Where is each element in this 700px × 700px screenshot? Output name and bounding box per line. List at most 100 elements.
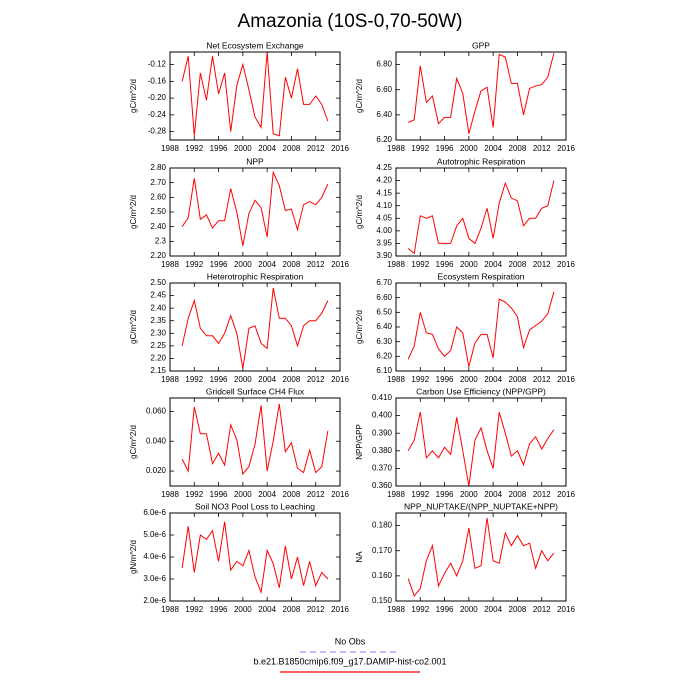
y-tick-label: 6.30 bbox=[376, 337, 392, 346]
x-tick-label: 1996 bbox=[436, 144, 454, 153]
y-tick-label: 3.90 bbox=[376, 251, 392, 260]
y-tick-label: 4.05 bbox=[376, 213, 392, 222]
y-axis-label: gC/m^2/d bbox=[355, 79, 364, 113]
x-tick-label: 2008 bbox=[509, 605, 527, 614]
x-tick-label: 2000 bbox=[234, 605, 252, 614]
x-tick-label: 2008 bbox=[283, 605, 301, 614]
panel-title: NPP bbox=[246, 156, 264, 166]
legend-label: b.e21.B1850cmip6.f09_g17.DAMIP-hist-co2.… bbox=[253, 656, 446, 666]
plot-frame bbox=[169, 282, 341, 372]
y-tick-label: 2.45 bbox=[150, 291, 166, 300]
y-tick-label: 2.30 bbox=[150, 328, 166, 337]
x-tick-label: 2016 bbox=[331, 375, 349, 384]
y-tick-label: 0.040 bbox=[146, 436, 167, 445]
y-tick-label: 2.20 bbox=[150, 354, 166, 363]
x-tick-label: 2004 bbox=[484, 490, 502, 499]
x-tick-label: 2000 bbox=[460, 375, 478, 384]
y-tick-label: 2.40 bbox=[150, 303, 166, 312]
plot-frame bbox=[395, 51, 567, 141]
x-tick-label: 1996 bbox=[210, 605, 228, 614]
y-tick-label: 0.060 bbox=[146, 407, 167, 416]
x-tick-label: 2000 bbox=[234, 490, 252, 499]
y-tick-label: 2.60 bbox=[150, 192, 166, 201]
x-tick-label: 2004 bbox=[258, 605, 276, 614]
x-tick-label: 2016 bbox=[557, 260, 575, 269]
legend-label: No Obs bbox=[335, 636, 366, 646]
plot-frame bbox=[169, 51, 341, 141]
x-tick-label: 1996 bbox=[436, 260, 454, 269]
data-line bbox=[407, 53, 555, 134]
y-tick-label: 2.35 bbox=[150, 316, 166, 325]
x-tick-label: 2000 bbox=[460, 605, 478, 614]
data-line bbox=[181, 521, 329, 595]
panel-title: Net Ecosystem Exchange bbox=[206, 40, 304, 50]
x-tick-label: 2008 bbox=[509, 260, 527, 269]
x-tick-label: 1996 bbox=[210, 375, 228, 384]
plot-frame bbox=[169, 167, 341, 257]
y-tick-label: 4.15 bbox=[376, 188, 392, 197]
x-tick-label: 2008 bbox=[509, 144, 527, 153]
y-tick-label: -0.28 bbox=[148, 127, 167, 136]
panel-title: GPP bbox=[472, 40, 490, 50]
x-tick-label: 1992 bbox=[185, 375, 203, 384]
x-tick-label: 2012 bbox=[533, 605, 551, 614]
y-tick-label: 2.50 bbox=[150, 207, 166, 216]
x-tick-label: 2016 bbox=[331, 260, 349, 269]
panel-title: Heterotrophic Respiration bbox=[207, 271, 304, 281]
panel-title: Soil NO3 Pool Loss to Leaching bbox=[195, 501, 315, 511]
x-tick-label: 1996 bbox=[436, 375, 454, 384]
x-tick-label: 2016 bbox=[331, 144, 349, 153]
x-tick-label: 2012 bbox=[533, 144, 551, 153]
y-axis-label: gC/m^2/d bbox=[355, 195, 364, 229]
y-tick-label: 0.160 bbox=[372, 571, 393, 580]
x-tick-label: 2012 bbox=[533, 375, 551, 384]
plot-frame bbox=[395, 167, 567, 257]
x-tick-label: 2012 bbox=[533, 490, 551, 499]
plot-frame bbox=[169, 512, 341, 602]
y-axis-label: NA bbox=[355, 551, 364, 563]
x-tick-label: 1996 bbox=[210, 144, 228, 153]
x-tick-label: 1992 bbox=[185, 605, 203, 614]
y-tick-label: 6.60 bbox=[376, 85, 392, 94]
x-tick-label: 1988 bbox=[387, 375, 405, 384]
x-tick-label: 2000 bbox=[234, 260, 252, 269]
figure-title: Amazonia (10S-0,70-50W) bbox=[238, 11, 463, 32]
x-tick-label: 1992 bbox=[185, 144, 203, 153]
x-tick-label: 1988 bbox=[161, 375, 179, 384]
y-tick-label: -0.24 bbox=[148, 110, 167, 119]
x-tick-label: 2004 bbox=[484, 605, 502, 614]
y-tick-label: 2.25 bbox=[150, 341, 166, 350]
y-tick-label: 4.10 bbox=[376, 201, 392, 210]
y-axis-label: gC/m^2/d bbox=[129, 79, 138, 113]
data-line bbox=[407, 411, 555, 487]
x-tick-label: 1988 bbox=[387, 490, 405, 499]
panel-title: Ecosystem Respiration bbox=[438, 271, 525, 281]
x-tick-label: 1988 bbox=[161, 490, 179, 499]
data-line bbox=[407, 517, 555, 597]
y-tick-label: -0.20 bbox=[148, 93, 167, 102]
x-tick-label: 1992 bbox=[411, 144, 429, 153]
x-tick-label: 2004 bbox=[258, 375, 276, 384]
x-tick-label: 1996 bbox=[210, 260, 228, 269]
x-tick-label: 2016 bbox=[557, 605, 575, 614]
x-tick-label: 1996 bbox=[210, 490, 228, 499]
x-tick-label: 2008 bbox=[509, 490, 527, 499]
y-tick-label: 0.410 bbox=[372, 393, 393, 402]
x-tick-label: 2016 bbox=[557, 144, 575, 153]
x-tick-label: 2004 bbox=[484, 375, 502, 384]
x-tick-label: 1992 bbox=[411, 490, 429, 499]
y-tick-label: 4.00 bbox=[376, 226, 392, 235]
x-tick-label: 2008 bbox=[283, 375, 301, 384]
x-tick-label: 2012 bbox=[307, 260, 325, 269]
y-tick-label: 6.20 bbox=[376, 135, 392, 144]
y-tick-label: 6.80 bbox=[376, 60, 392, 69]
x-tick-label: 2016 bbox=[557, 375, 575, 384]
x-tick-label: 2012 bbox=[307, 144, 325, 153]
x-tick-label: 2016 bbox=[557, 490, 575, 499]
x-tick-label: 2008 bbox=[509, 375, 527, 384]
y-tick-label: 6.70 bbox=[376, 278, 392, 287]
y-tick-label: 0.150 bbox=[372, 596, 393, 605]
panel-title: Carbon Use Efficiency (NPP/GPP) bbox=[416, 386, 546, 396]
x-tick-label: 2008 bbox=[283, 490, 301, 499]
y-tick-label: 0.020 bbox=[146, 466, 167, 475]
